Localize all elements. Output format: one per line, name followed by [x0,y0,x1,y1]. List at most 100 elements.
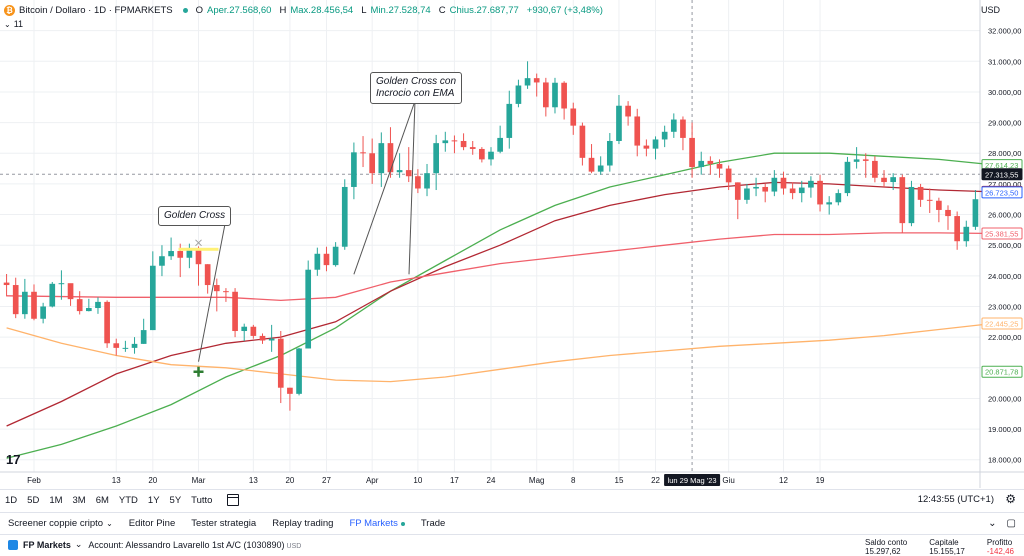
timeframe-6m[interactable]: 6M [95,494,109,506]
x-tick-label: 24 [487,476,496,485]
broker-name[interactable]: FP Markets [23,539,71,550]
maximize-icon[interactable]: ▢ [1006,518,1016,529]
timeframe-1d[interactable]: 1D [5,494,18,506]
price-label-text: 27.614,23 [985,161,1018,170]
tab-crypto-screener[interactable]: Screener coppie cripto ⌄ [8,518,113,529]
y-tick-label: 24.000,00 [988,272,1021,281]
candle-up [606,140,613,166]
callout-golden-cross-ema[interactable]: Golden Cross con Incrocio con EMA [370,72,463,104]
price-chart[interactable]: 18.000,0019.000,0020.000,0021.000,0022.0… [0,0,1024,488]
price-label-text: 22.445,25 [985,319,1018,328]
y-tick-label: 19.000,00 [988,425,1021,434]
candle-down [762,186,769,192]
indicator-toggle[interactable]: ⌄ 11 [4,19,23,29]
candle-down [369,153,376,174]
chevron-down-icon[interactable]: ⌄ [74,539,83,549]
candle-down [177,251,184,258]
candle-down [113,343,120,348]
tab-strategy-tester[interactable]: Tester strategia [191,518,257,529]
candle-up [186,247,193,258]
golden-cross-marker [193,366,204,377]
crosshair-time-box [664,474,721,486]
stat-profit: Profitto -142,46 [986,538,1014,556]
tab-trade[interactable]: Trade [420,518,446,529]
candle-down [625,105,631,117]
moving-average-line [6,322,994,383]
candle-down [12,285,19,315]
candle-down [689,137,695,168]
account-selector[interactable]: Account: Alessandro Lavarello 1st A/C (1… [88,539,302,550]
candle-down [277,338,284,388]
candle-up [241,326,248,332]
x-tick-label: 13 [249,476,258,485]
candle-up [744,188,750,200]
gear-icon[interactable]: ⚙ [1005,492,1016,506]
candle-up [332,246,339,266]
candle-up [22,291,28,315]
symbol-title[interactable]: Bitcoin / Dollaro · 1D · FPMARKETS [19,4,173,16]
x-tick-label: Apr [366,476,379,485]
candle-up [131,343,138,348]
timeframe-5y[interactable]: 5Y [169,494,182,506]
timeframe-1y[interactable]: 1Y [147,494,160,506]
callout-golden-cross[interactable]: Golden Cross [158,206,232,226]
candle-down [223,291,229,293]
candle-down [579,125,586,158]
x-tick-label: Giu [722,476,734,485]
minimize-icon[interactable]: ⌄ [988,518,997,529]
candle-up [597,165,604,172]
timeframe-3m[interactable]: 3M [72,494,86,506]
y-tick-label: 25.000,00 [988,241,1021,250]
x-tick-label: 20 [148,476,157,485]
candle-up [908,186,915,224]
candle-down [213,285,220,292]
timeframe-ytd[interactable]: YTD [118,494,138,506]
clock[interactable]: 12:43:55 (UTC+1) [917,494,994,505]
candle-down [561,82,567,109]
x-tick-label: 13 [112,476,121,485]
candle-up [890,177,897,183]
price-label-box [981,227,1023,240]
candle-up [396,170,403,173]
x-tick-label: Mar [192,476,206,485]
tab-replay-trading[interactable]: Replay trading [272,518,334,529]
timeframe-1m[interactable]: 1M [49,494,63,506]
candle-down [588,157,595,172]
candle-down [725,168,732,183]
candle-down [415,176,421,189]
candle-up [378,143,385,174]
candle-down [360,152,366,154]
candle-down [250,326,257,336]
timeframe-5d[interactable]: 5D [27,494,40,506]
moving-average-line [6,181,994,427]
candle-down [634,116,641,146]
candle-up [835,193,842,203]
tab-pine-editor[interactable]: Editor Pine [128,518,176,529]
y-tick-label: 20.000,00 [988,394,1021,403]
candle-up [853,159,860,162]
candle-up [753,186,759,189]
x-tick-label: 10 [413,476,422,485]
currency-label[interactable]: USD [980,5,1000,15]
close-value: Chius.27.687,77 [449,4,519,16]
y-tick-label: 23.000,00 [988,302,1021,311]
y-tick-label: 29.000,00 [988,119,1021,128]
timeframe-all[interactable]: Tutto [191,494,213,506]
x-tick-label: Feb [27,476,41,485]
price-label-text: 26.723,50 [985,188,1018,197]
callout-pointer [198,223,226,362]
calendar-icon[interactable] [227,494,240,506]
candle-up [497,137,503,152]
tab-fp-markets[interactable]: FP Markets [341,518,412,529]
candle-down [543,82,549,108]
callout-pointer [408,100,416,275]
y-tick-label: 32.000,00 [988,27,1021,36]
candle-down [817,180,823,205]
price-label-text: 27.313,55 [985,170,1018,179]
x-tick-label: 12 [779,476,788,485]
candle-down [862,159,869,161]
stat-balance: Saldo conto 15.297,62 [865,538,908,556]
candle-up [268,338,275,341]
crosshair-time-label: lun 29 Mag '23 [668,476,717,485]
candle-up [506,103,513,138]
